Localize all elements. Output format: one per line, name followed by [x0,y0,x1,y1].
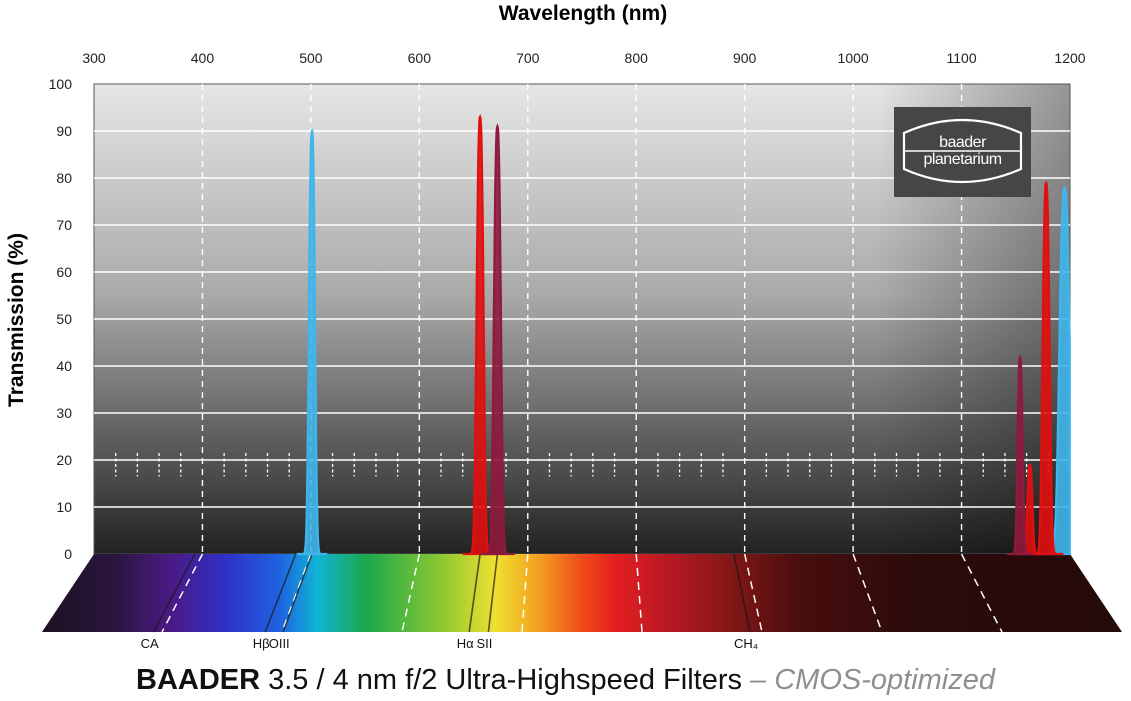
transmission-peak [480,123,515,556]
footer-brand: BAADER [136,664,261,696]
x-tick-label: 600 [408,50,432,66]
baader-planetarium-logo: baader planetarium [894,107,1031,197]
spectral-line-marker [468,553,481,633]
y-tick-label: 20 [56,452,72,468]
x-tick-label: 700 [516,50,540,66]
y-tick-label: 80 [56,170,72,186]
spectral-line-marker [282,553,313,633]
y-tick-label: 30 [56,405,72,421]
x-tick-label: 900 [733,50,757,66]
spectrum-band: CA Hβ OIII Hα SII CH₄ [42,553,1122,651]
spectral-line-marker [152,553,196,633]
logo-text-line2: planetarium [923,151,1002,168]
y-tick-label: 40 [56,358,72,374]
transmission-peak [1007,354,1034,556]
spectrum-floor [42,554,1122,632]
footer-suffix: – CMOS-optimized [741,664,995,696]
spectral-line-marker [487,553,499,633]
spectral-line-label: Hα [457,636,474,651]
x-tick-label: 400 [191,50,215,66]
spectrum-grid-line [161,553,204,633]
x-tick-label: 1200 [1054,50,1085,66]
y-tick-label: 100 [49,76,73,92]
spectral-line-label: CH₄ [734,636,758,651]
series-layer [296,113,1071,556]
spectral-line-label: Hβ [253,636,270,651]
y-tick-label: 60 [56,264,72,280]
x-tick-label: 300 [82,50,106,66]
y-tick-label: 70 [56,217,72,233]
footer-main: 3.5 / 4 nm f/2 Ultra-Highspeed Filters [260,664,742,696]
x-tick-label: 800 [625,50,649,66]
spectral-line-label: OIII [269,636,290,651]
y-tick-label: 10 [56,499,72,515]
spectrum-grid-line [960,553,1003,633]
spectral-line-marker [733,553,751,633]
spectral-line-marker [264,553,297,633]
x-axis-title: Wavelength (nm) [499,2,667,25]
y-tick-label: 90 [56,123,72,139]
axes: Wavelength (nm) Transmission (%) 0 10 20 30… [5,2,1086,562]
x-tick-label: 1000 [838,50,869,66]
x-tick-label: 500 [299,50,323,66]
logo-text-line1: baader [939,134,986,151]
transmission-peak [296,127,328,556]
y-tick-label: 50 [56,311,72,327]
x-tick-label: 1100 [947,50,977,66]
spectral-line-label: CA [141,636,159,651]
y-tick-label: 0 [64,546,72,562]
spectral-line-label: SII [476,636,492,651]
footer-title: BAADER 3.5 / 4 nm f/2 Ultra-Highspeed Fi… [0,664,1131,697]
y-axis-title: Transmission (%) [5,233,28,407]
